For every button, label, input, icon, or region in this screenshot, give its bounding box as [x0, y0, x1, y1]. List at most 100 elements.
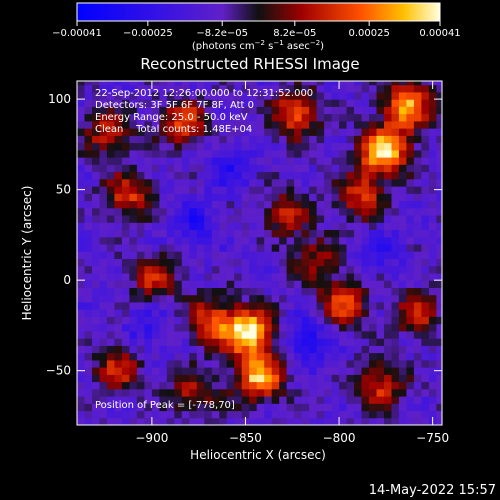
heatmap-pixel: [384, 323, 393, 332]
heatmap-pixel: [219, 258, 228, 267]
heatmap-pixel: [309, 280, 318, 288]
heatmap-pixel: [316, 301, 325, 310]
heatmap-pixel: [181, 222, 190, 230]
heatmap-pixel: [369, 128, 378, 136]
heatmap-pixel: [301, 200, 310, 209]
heatmap-pixel: [309, 309, 318, 317]
heatmap-pixel: [339, 178, 348, 187]
heatmap-pixel: [121, 323, 130, 332]
heatmap-pixel: [226, 149, 235, 158]
heatmap-pixel: [428, 388, 437, 397]
heatmap-pixel: [181, 265, 190, 274]
heatmap-pixel: [436, 171, 442, 180]
heatmap-pixel: [196, 229, 205, 238]
heatmap-pixel: [398, 106, 407, 115]
heatmap-pixel: [226, 128, 235, 136]
heatmap-pixel: [309, 200, 318, 209]
heatmap-pixel: [339, 258, 348, 267]
heatmap-pixel: [159, 84, 168, 93]
heatmap-pixel: [286, 403, 295, 412]
heatmap-pixel: [324, 316, 333, 325]
heatmap-pixel: [106, 157, 115, 165]
heatmap-pixel: [204, 381, 213, 390]
heatmap-pixel: [354, 113, 363, 122]
y-tick-label: 0: [63, 273, 71, 287]
heatmap-pixel: [226, 200, 235, 209]
heatmap-pixel: [279, 207, 288, 216]
heatmap-pixel: [256, 236, 265, 245]
heatmap-pixel: [144, 345, 153, 354]
heatmap-pixel: [436, 345, 442, 354]
heatmap-pixel: [77, 243, 86, 252]
heatmap-pixel: [121, 287, 130, 296]
heatmap-pixel: [84, 258, 93, 267]
heatmap-pixel: [369, 157, 378, 165]
heatmap-pixel: [234, 178, 243, 187]
heatmap-pixel: [324, 113, 333, 122]
heatmap-pixel: [166, 99, 175, 107]
heatmap-pixel: [181, 106, 190, 115]
heatmap-pixel: [384, 171, 393, 180]
colorbar-tick-label: 8.2e−05: [273, 28, 316, 39]
heatmap-pixel: [144, 330, 153, 339]
heatmap-pixel: [114, 120, 123, 129]
heatmap-pixel: [226, 338, 235, 346]
heatmap-pixel: [249, 193, 258, 202]
heatmap-pixel: [106, 149, 115, 158]
heatmap-pixel: [159, 338, 168, 346]
heatmap-pixel: [196, 301, 205, 310]
heatmap-pixel: [384, 265, 393, 274]
heatmap-pixel: [354, 338, 363, 346]
heatmap-pixel: [331, 171, 340, 180]
heatmap-pixel: [92, 359, 101, 368]
heatmap-pixel: [99, 193, 108, 202]
heatmap-pixel: [286, 149, 295, 158]
heatmap-pixel: [241, 359, 250, 368]
heatmap-pixel: [151, 84, 160, 93]
heatmap-pixel: [144, 309, 153, 317]
heatmap-pixel: [151, 330, 160, 339]
heatmap-pixel: [384, 135, 393, 144]
heatmap-pixel: [361, 251, 370, 259]
heatmap-pixel: [181, 236, 190, 245]
heatmap-pixel: [339, 388, 348, 397]
heatmap-pixel: [384, 388, 393, 397]
heatmap-pixel: [286, 128, 295, 136]
heatmap-pixel: [249, 164, 258, 173]
heatmap-pixel: [189, 229, 198, 238]
heatmap-pixel: [406, 265, 415, 274]
heatmap-pixel: [421, 272, 430, 281]
heatmap-pixel: [324, 417, 333, 425]
heatmap-pixel: [309, 99, 318, 107]
heatmap-pixel: [84, 99, 93, 107]
heatmap-pixel: [226, 367, 235, 375]
heatmap-pixel: [346, 309, 355, 317]
heatmap-pixel: [384, 367, 393, 375]
heatmap-pixel: [219, 99, 228, 107]
heatmap-pixel: [406, 215, 415, 223]
heatmap-pixel: [219, 280, 228, 288]
heatmap-pixel: [369, 193, 378, 202]
heatmap-pixel: [129, 359, 138, 368]
heatmap-pixel: [331, 222, 340, 230]
heatmap-pixel: [219, 309, 228, 317]
heatmap-pixel: [166, 171, 175, 180]
heatmap-pixel: [331, 388, 340, 397]
heatmap-pixel: [241, 388, 250, 397]
heatmap-pixel: [159, 410, 168, 419]
heatmap-pixel: [196, 142, 205, 151]
heatmap-pixel: [121, 106, 130, 115]
heatmap-pixel: [421, 222, 430, 230]
heatmap-pixel: [166, 157, 175, 165]
heatmap-pixel: [151, 243, 160, 252]
heatmap-pixel: [136, 309, 145, 317]
heatmap-pixel: [376, 149, 385, 158]
heatmap-pixel: [166, 258, 175, 267]
heatmap-pixel: [369, 84, 378, 93]
heatmap-pixel: [301, 171, 310, 180]
heatmap-pixel: [361, 99, 370, 107]
heatmap-pixel: [346, 106, 355, 115]
heatmap-pixel: [376, 142, 385, 151]
heatmap-pixel: [136, 294, 145, 303]
heatmap-pixel: [421, 120, 430, 129]
